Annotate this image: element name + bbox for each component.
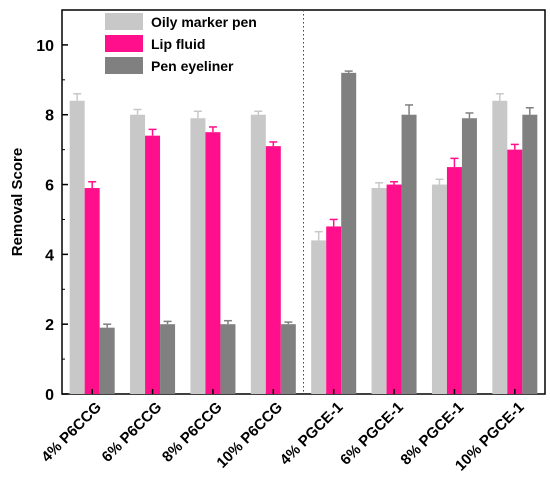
- y-tick-label: 8: [45, 108, 54, 125]
- x-category-label: 8% P6CCG: [159, 399, 226, 466]
- bar: [371, 188, 387, 394]
- bar: [190, 118, 206, 394]
- legend-label: Oily marker pen: [151, 14, 257, 30]
- legend-swatch: [105, 57, 143, 74]
- legend-label: Pen eyeliner: [151, 58, 234, 74]
- bar: [311, 240, 327, 394]
- x-category-label: 6% PGCE-1: [337, 399, 407, 469]
- y-tick-label: 4: [45, 247, 54, 264]
- x-category-label: 4% PGCE-1: [277, 399, 347, 469]
- bar: [220, 324, 236, 394]
- bar: [145, 135, 161, 394]
- bar: [99, 327, 115, 394]
- bar: [250, 114, 266, 395]
- y-tick-label: 2: [45, 317, 54, 334]
- bar: [492, 100, 508, 394]
- bar: [84, 188, 100, 394]
- y-tick-label: 0: [45, 387, 54, 404]
- y-tick-label: 6: [45, 178, 54, 195]
- x-category-label: 6% P6CCG: [99, 399, 166, 466]
- bar: [431, 184, 447, 394]
- bar: [446, 167, 462, 394]
- bar: [265, 146, 281, 394]
- legend-label: Lip fluid: [151, 36, 205, 52]
- y-tick-label: 10: [36, 38, 54, 55]
- bar: [507, 149, 523, 394]
- bar: [522, 114, 538, 395]
- legend-swatch: [105, 13, 143, 30]
- bar: [205, 132, 221, 394]
- x-category-label: 4% P6CCG: [38, 399, 105, 466]
- bar: [401, 114, 417, 395]
- bar: [386, 184, 402, 394]
- bar: [160, 324, 176, 394]
- legend-swatch: [105, 35, 143, 52]
- bar: [461, 118, 477, 394]
- bar: [341, 72, 357, 394]
- bar: [326, 226, 342, 394]
- y-axis-title: Removal Score: [9, 148, 26, 256]
- bar: [69, 100, 85, 394]
- bar: [280, 324, 296, 394]
- bar: [130, 114, 146, 395]
